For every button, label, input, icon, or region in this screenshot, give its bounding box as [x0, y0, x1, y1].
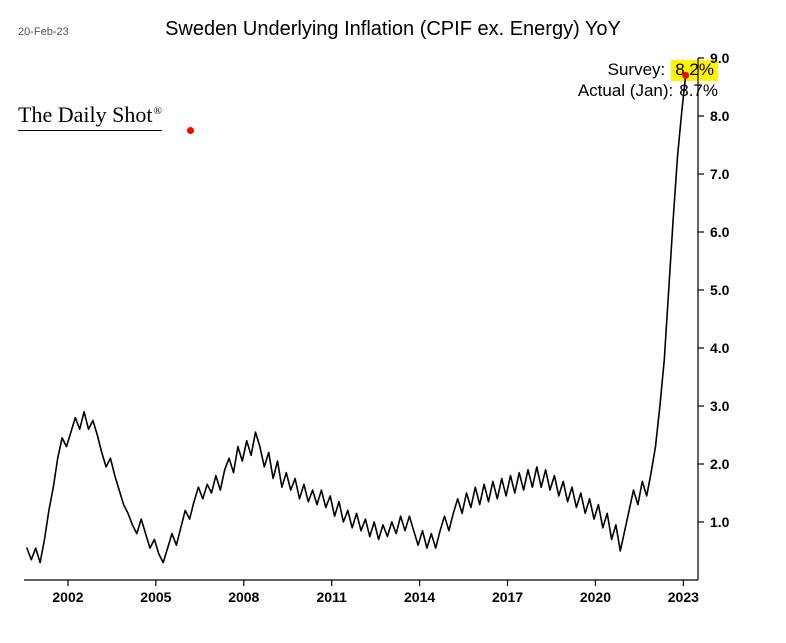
y-tick-label: 4.0	[710, 340, 730, 356]
y-tick-label: 9.0	[710, 50, 730, 66]
x-tick-label: 2011	[317, 589, 348, 605]
x-tick-label: 2023	[668, 589, 699, 605]
x-tick-label: 2008	[228, 589, 259, 605]
x-tick-label: 2005	[140, 589, 171, 605]
x-tick-label: 2002	[52, 589, 83, 605]
y-tick-label: 8.0	[710, 108, 730, 124]
y-tick-label: 5.0	[710, 282, 730, 298]
chart-title: Sweden Underlying Inflation (CPIF ex. En…	[0, 18, 786, 41]
x-tick-label: 2020	[580, 589, 611, 605]
end-marker-icon	[682, 72, 689, 79]
x-tick-label: 2014	[404, 589, 435, 605]
y-tick-label: 3.0	[710, 398, 730, 414]
plot-area: 2002 2005 2008 2011 2014 2017 2020 2023 1.0 2.0 3.…	[20, 50, 740, 610]
y-tick-label: 7.0	[710, 166, 730, 182]
chart-container: 20-Feb-23 Sweden Underlying Inflation (C…	[0, 0, 786, 643]
y-tick-label: 1.0	[710, 514, 730, 530]
x-tick-label: 2017	[492, 589, 523, 605]
y-tick-label: 2.0	[710, 456, 730, 472]
y-tick-label: 6.0	[710, 224, 730, 240]
series-line	[27, 75, 686, 562]
